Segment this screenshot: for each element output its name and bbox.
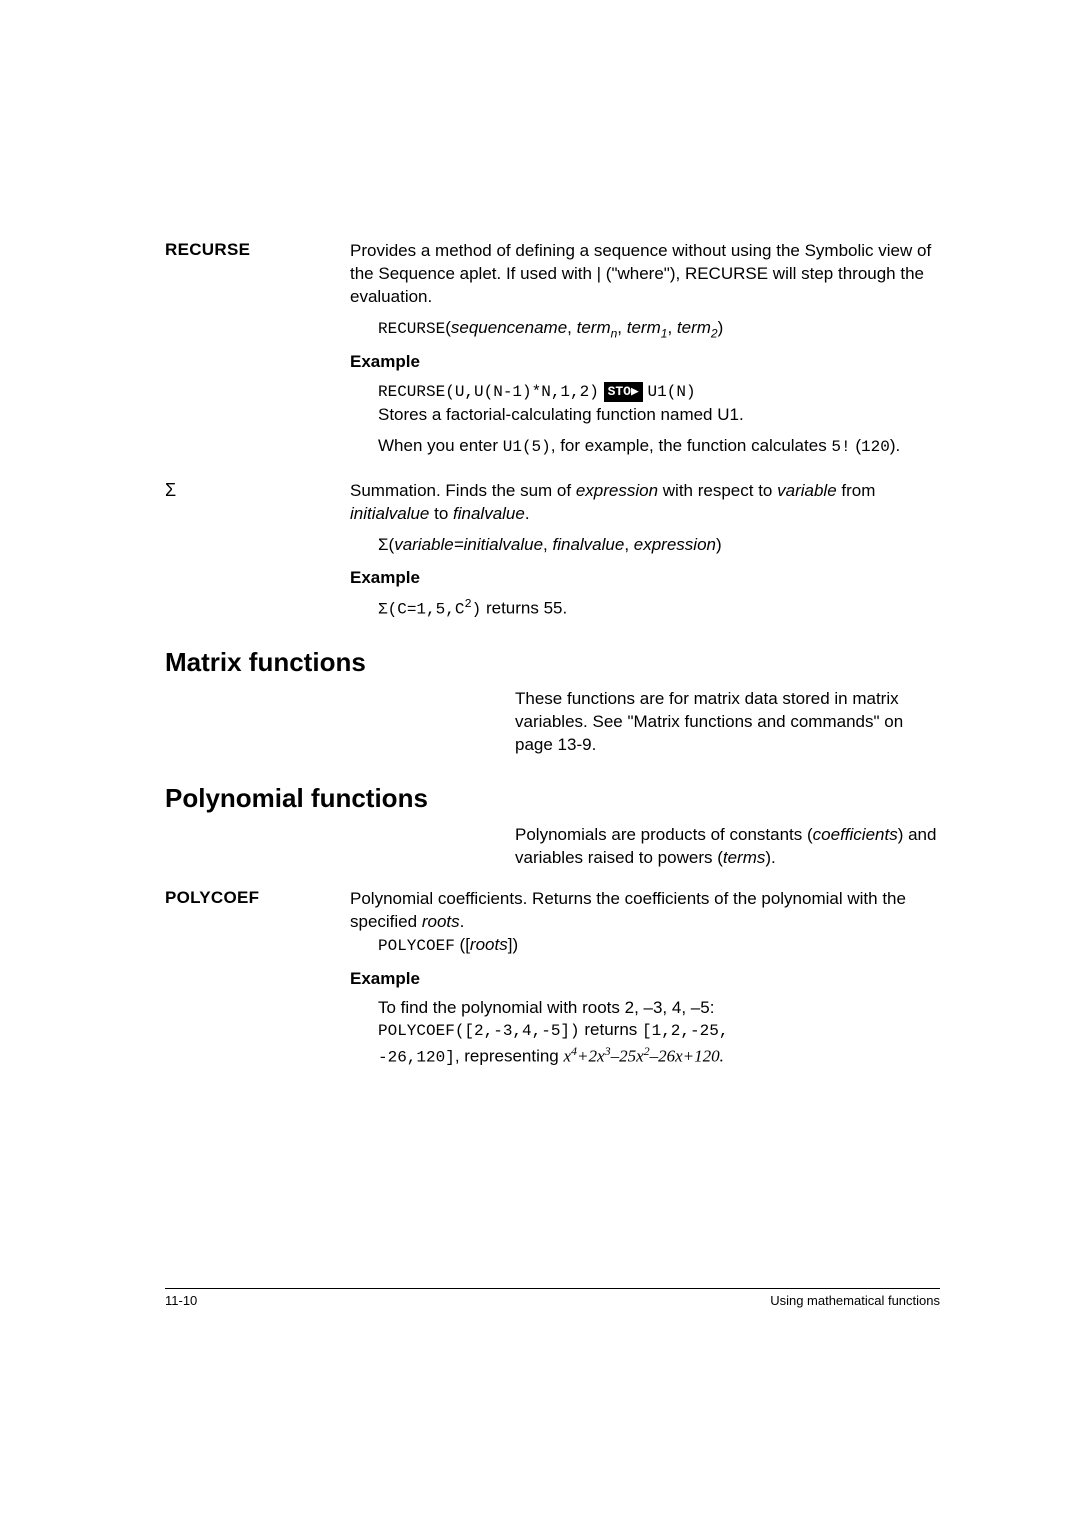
sigma-label: Σ: [165, 480, 176, 500]
matrix-heading: Matrix functions: [165, 647, 940, 678]
polycoef-description: Polynomial coefficients. Returns the coe…: [350, 888, 940, 934]
polycoef-example-intro: To find the polynomial with roots 2, –3,…: [378, 997, 940, 1020]
sigma-example: Σ(C=1,5,C2) returns 55.: [378, 596, 940, 621]
recurse-label: RECURSE: [165, 240, 250, 259]
recurse-example-code-line: RECURSE(U,U(N-1)*N,1,2) STO▶ U1(N): [378, 380, 940, 404]
polycoef-example-code: POLYCOEF([2,-3,4,-5]) returns [1,2,-25,: [378, 1019, 940, 1043]
recurse-ex-code-post: U1(N): [648, 383, 696, 401]
sigma-entry: Σ Summation. Finds the sum of expression…: [165, 480, 940, 621]
recurse-example-desc: Stores a factorial-calculating function …: [378, 404, 940, 427]
sigma-syntax: Σ(variable=initialvalue, finalvalue, exp…: [378, 534, 940, 557]
polycoef-entry: POLYCOEF Polynomial coefficients. Return…: [165, 888, 940, 1069]
page-footer: 11-10 Using mathematical functions: [165, 1288, 940, 1308]
sigma-content: Summation. Finds the sum of expression w…: [350, 480, 940, 621]
footer-title: Using mathematical functions: [770, 1293, 940, 1308]
page-number: 11-10: [165, 1293, 197, 1308]
recurse-description: Provides a method of defining a sequence…: [350, 240, 940, 309]
sigma-example-heading: Example: [350, 567, 940, 590]
recurse-content: Provides a method of defining a sequence…: [350, 240, 940, 458]
polycoef-syntax: POLYCOEF ([roots]): [378, 934, 940, 958]
recurse-example-desc2: When you enter U1(5), for example, the f…: [378, 435, 940, 459]
polycoef-example-heading: Example: [350, 968, 940, 991]
recurse-example-heading: Example: [350, 351, 940, 374]
recurse-syntax-cmd: RECURSE: [378, 320, 445, 338]
polycoef-content: Polynomial coefficients. Returns the coe…: [350, 888, 940, 1069]
polynomial-heading: Polynomial functions: [165, 783, 940, 814]
matrix-body: These functions are for matrix data stor…: [515, 688, 940, 757]
polycoef-label: POLYCOEF: [165, 888, 259, 907]
polynomial-body: Polynomials are products of constants (c…: [515, 824, 940, 870]
sigma-description: Summation. Finds the sum of expression w…: [350, 480, 940, 526]
sto-icon: STO▶: [604, 382, 643, 402]
syntax-arg1: sequencename: [451, 318, 567, 337]
recurse-syntax: RECURSE(sequencename, termn, term1, term…: [378, 317, 940, 342]
polycoef-example-code2: -26,120], representing x4+2x3–25x2–26x+1…: [378, 1043, 940, 1069]
recurse-entry: RECURSE Provides a method of defining a …: [165, 240, 940, 458]
recurse-ex-code-pre: RECURSE(U,U(N-1)*N,1,2): [378, 383, 599, 401]
